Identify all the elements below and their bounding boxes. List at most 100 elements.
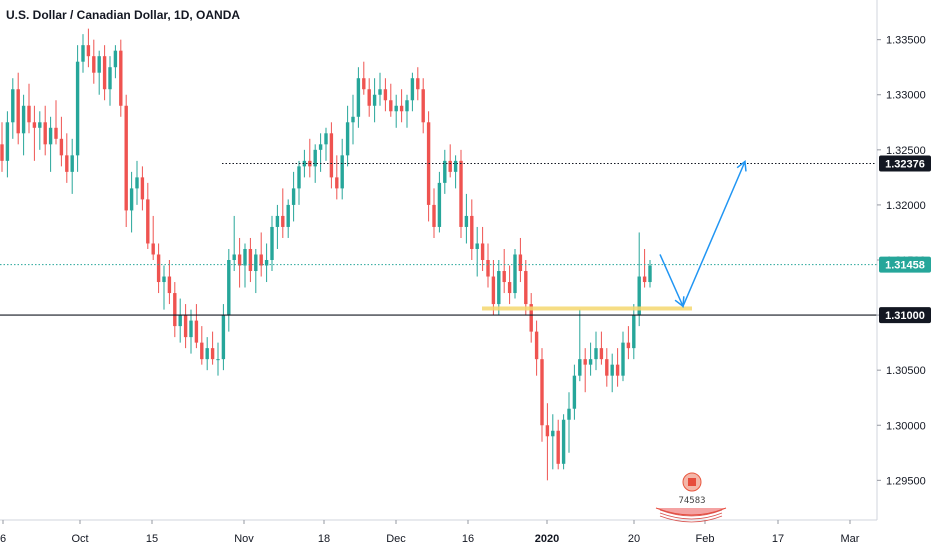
candle-body [102,56,107,90]
candle-body [65,155,69,172]
time-tick-label: Feb [696,533,715,545]
candle-body [394,105,398,112]
arrow-head-down [674,296,685,308]
candle-body [626,342,631,349]
candle-body [572,375,577,409]
candle-body [329,133,334,178]
candle-body [513,254,517,294]
logo-leaf [688,478,696,486]
candle-body [291,188,296,205]
arrow-head-up [736,160,747,172]
candle-body [227,260,231,316]
candle-body [16,89,20,134]
candle-body [11,89,15,123]
candle-body [410,78,415,101]
time-tick-label: 15 [146,533,158,545]
candle-body [248,248,253,272]
candle-body [146,199,150,244]
price-tick-label: 1.30500 [886,365,926,377]
candle-body [38,122,42,128]
price-tick-label: 1.30000 [886,420,926,432]
logo-stripe [659,512,723,520]
logo-digits: 74583 [678,496,705,506]
candle-body [599,348,604,360]
candle-body [475,243,479,249]
price-tick-label: 1.32000 [886,200,926,212]
candle-body [297,166,301,189]
candle-body [594,348,598,360]
candle-body [70,155,74,172]
candle-body [464,215,469,227]
candle-body [637,276,641,316]
candle-body [335,177,339,189]
candle-body [27,105,31,123]
candle-body [264,260,269,266]
chart-title: U.S. Dollar / Canadian Dollar, 1D, OANDA [6,8,241,22]
candle-body [43,122,47,145]
candle-body [48,127,53,145]
candle-body [243,248,247,266]
candle-body [615,364,620,376]
time-tick-label: Dec [386,533,406,545]
price-tick-label: 1.29500 [886,475,926,487]
candle-body [113,50,118,68]
candle-body [216,359,220,361]
candle-body [345,122,350,156]
candle-body [529,304,533,332]
candle-body [632,315,636,349]
candle-body [340,155,344,189]
price-tick-label: 1.33000 [886,90,926,102]
candle-body [97,56,101,73]
logo-ribbon [655,507,727,516]
price-tag-label: 1.31458 [885,260,925,272]
candle-body [140,177,145,200]
price-tick-label: 1.33500 [886,35,926,47]
candle-body [81,45,85,62]
candle-body [378,89,382,95]
logo-stripe [659,509,723,517]
candle-body [383,89,388,101]
time-tick-label: 2020 [535,533,559,545]
time-tick-label: Mar [841,533,860,545]
candle-body [486,260,490,277]
candle-body [54,127,58,139]
candle-body [167,276,172,294]
candle-body [416,78,420,90]
time-tick-label: 6 [0,533,6,545]
candle-body [362,78,366,90]
candle-body [313,149,317,167]
candle-body [437,182,442,227]
candle-body [286,204,290,227]
candle-body [281,215,285,227]
candle-body [351,116,355,123]
candle-body [621,342,625,376]
canada-flag-badge-icon: 74583 [655,472,727,523]
candle-body [173,293,177,327]
price-tag-1.31458 [879,256,931,273]
candle-body [578,359,582,376]
candle-body [232,254,236,260]
price-tag-1.31000 [879,307,931,324]
candle-body [302,160,307,167]
candle-body [518,254,523,272]
time-tick-label: 16 [462,533,474,545]
support-zone [482,306,692,311]
candle-body [237,254,242,266]
candle-body [0,144,4,161]
candle-body [254,254,258,272]
candle-body [610,364,614,376]
candle-body [5,122,10,161]
candle-body [21,105,26,134]
candle-body [86,45,91,57]
candle-body [210,348,215,360]
candle-body [162,276,166,283]
candle-body [583,359,587,365]
candle-body [545,425,550,437]
candle-body [32,122,37,128]
candle-body [108,67,112,90]
candle-body [443,160,447,183]
candle-body [605,359,609,376]
candle-body [389,100,393,112]
candle-body [588,359,593,365]
